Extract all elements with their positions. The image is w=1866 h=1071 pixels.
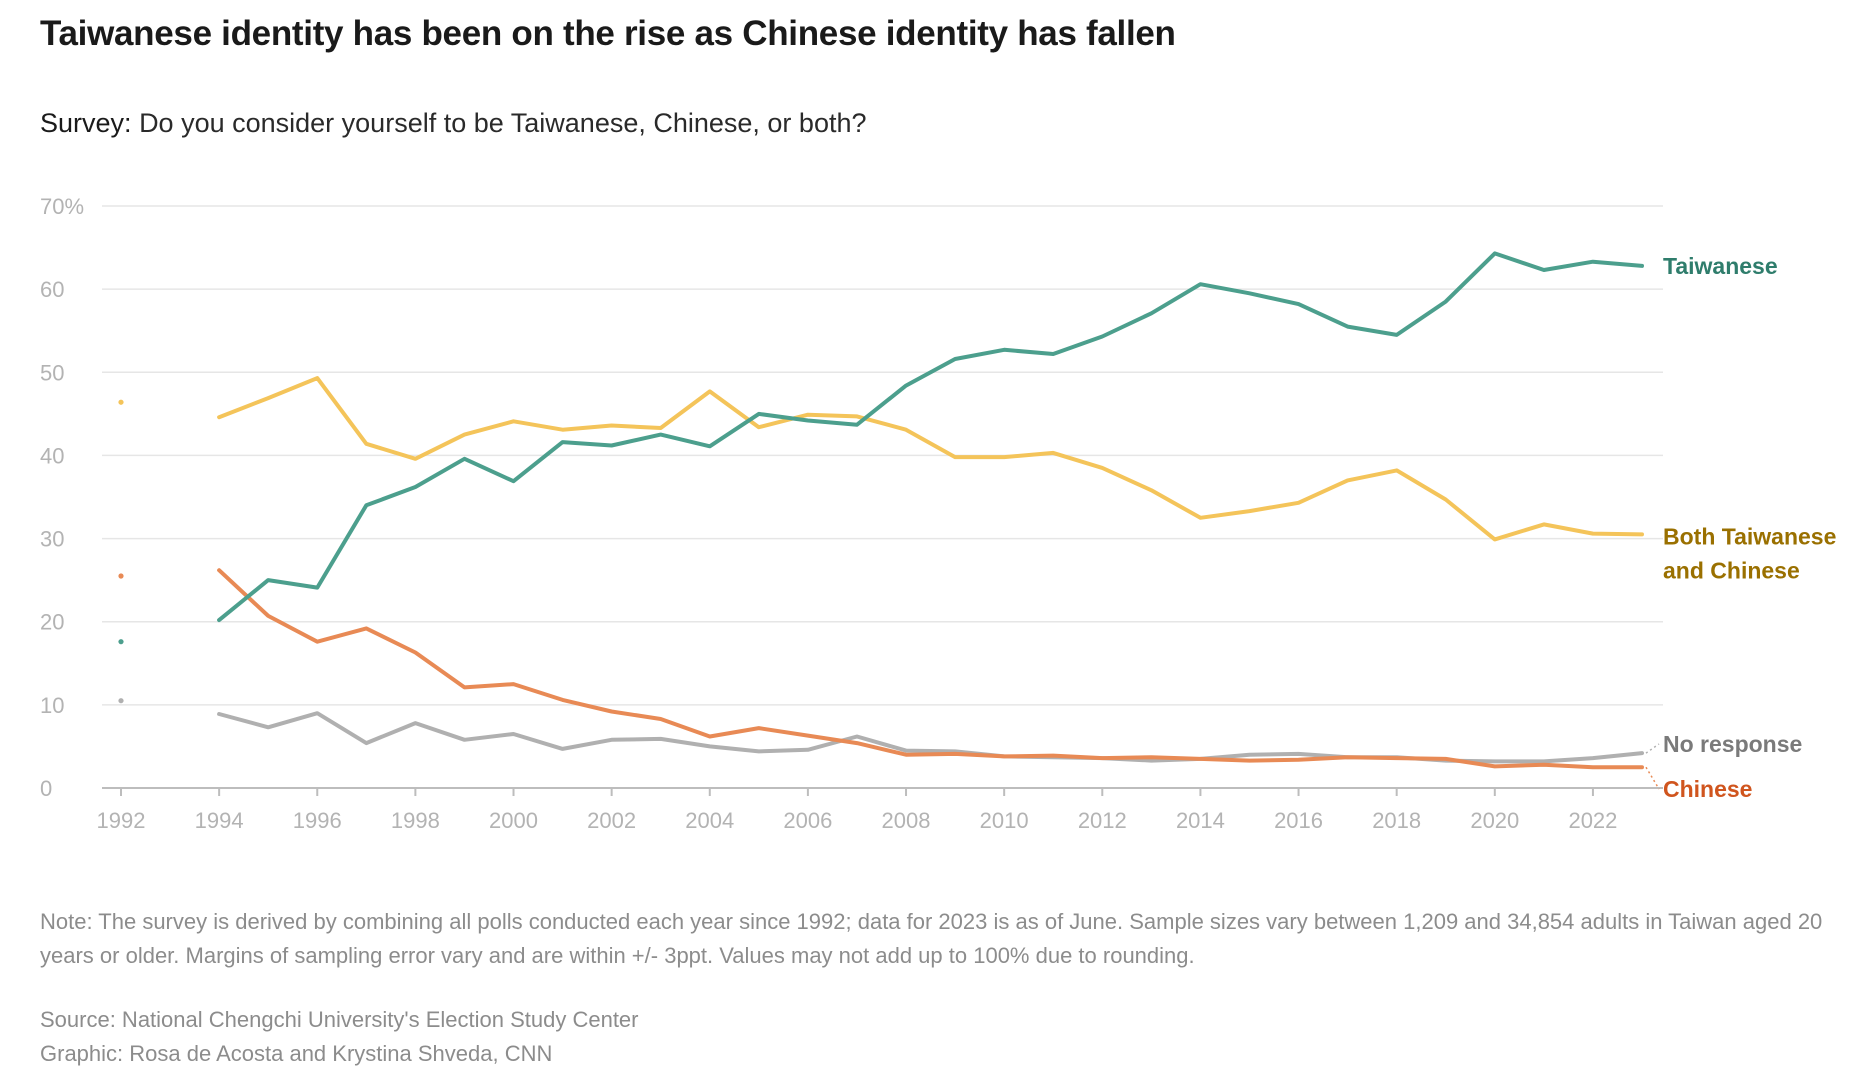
x-tick-label: 2012	[1078, 808, 1127, 833]
series-label-taiwanese: Taiwanese	[1663, 253, 1778, 279]
data-point-1992-no-response	[118, 698, 124, 704]
series-line-taiwanese	[217, 251, 1644, 623]
series-labels: Taiwanese Both Taiwanese and Chinese Chines…	[1645, 253, 1836, 802]
y-tick-label: 20	[40, 610, 64, 635]
y-tick-label: 40	[40, 443, 64, 468]
chart-note: Note: The survey is derived by combining…	[40, 909, 1823, 968]
x-tick-label: 2016	[1274, 808, 1323, 833]
series-line-chinese	[217, 568, 1644, 770]
x-tick-label: 2004	[685, 808, 734, 833]
series-label-no-response: No response	[1663, 731, 1802, 757]
series-lines	[118, 251, 1644, 770]
y-tick-label: 70%	[40, 194, 84, 219]
series-line-both-taiwanese-and-chinese	[217, 376, 1644, 542]
x-tick-label: 1992	[97, 808, 146, 833]
x-tick-label: 1998	[391, 808, 440, 833]
x-tick-label: 2002	[587, 808, 636, 833]
data-point-1992-both-taiwanese-and-chinese	[118, 399, 124, 405]
line-chart: 0 10 20 30 40 50 60 70% 1992 1994 1996 1998 2000 200…	[40, 194, 1836, 833]
label-leader-chinese	[1645, 766, 1660, 790]
x-axis: 1992 1994 1996 1998 2000 2002 2004 2006 2008 2010…	[97, 787, 1663, 833]
y-tick-label: 0	[40, 776, 52, 801]
chart-credit: Graphic: Rosa de Acosta and Krystina Shv…	[40, 1041, 553, 1066]
y-tick-label: 50	[40, 360, 64, 385]
x-tick-label: 1994	[195, 808, 244, 833]
chart-source: Source: National Chengchi University's E…	[40, 1007, 639, 1032]
series-label-both-taiwanese-and-chinese: and Chinese	[1663, 557, 1800, 583]
x-tick-label: 2000	[489, 808, 538, 833]
x-tick-label: 2010	[980, 808, 1029, 833]
x-tick-label: 2008	[882, 808, 931, 833]
series-label-both-taiwanese-and-chinese: Both Taiwanese	[1663, 523, 1836, 549]
x-tick-label: 2006	[783, 808, 832, 833]
y-tick-label: 30	[40, 527, 64, 552]
gridlines	[102, 205, 1663, 706]
x-tick-label: 1996	[293, 808, 342, 833]
x-tick-label: 2018	[1372, 808, 1421, 833]
series-label-chinese: Chinese	[1663, 776, 1752, 802]
subtitle-lead: Survey:	[40, 108, 132, 138]
y-tick-label: 60	[40, 277, 64, 302]
y-axis-ticks: 0 10 20 30 40 50 60 70%	[40, 194, 84, 801]
chart-subtitle: Survey: Do you consider yourself to be T…	[40, 108, 867, 139]
subtitle-question: Do you consider yourself to be Taiwanese…	[139, 108, 867, 138]
data-point-1992-chinese	[118, 573, 124, 579]
data-point-1992-taiwanese	[118, 639, 124, 645]
label-leader-no-response	[1645, 743, 1660, 754]
chart-title: Taiwanese identity has been on the rise …	[40, 14, 1176, 53]
x-tick-label: 2014	[1176, 808, 1225, 833]
x-tick-label: 2020	[1470, 808, 1519, 833]
x-tick-label: 2022	[1568, 808, 1617, 833]
y-tick-label: 10	[40, 693, 64, 718]
